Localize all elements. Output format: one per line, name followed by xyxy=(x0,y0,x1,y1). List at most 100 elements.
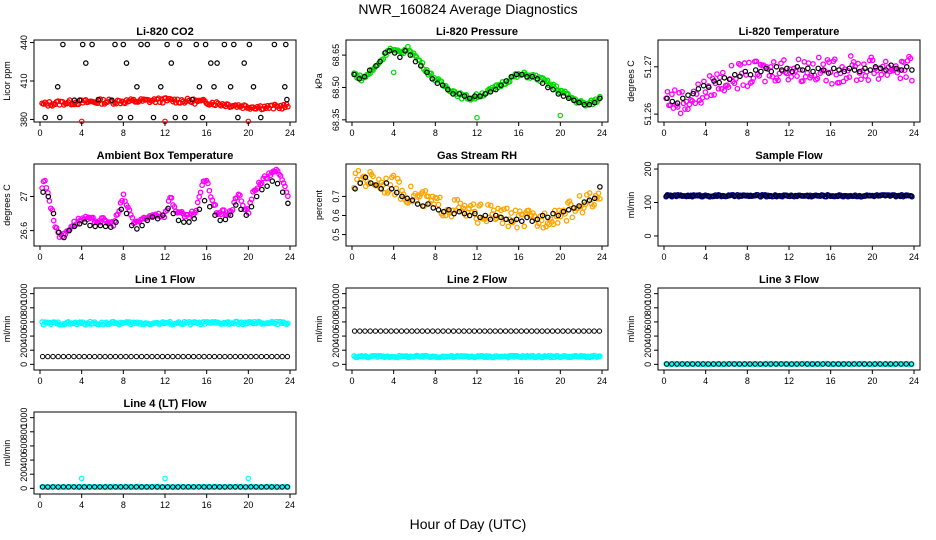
data-point xyxy=(60,353,67,360)
data-point xyxy=(461,328,467,334)
y-axis-label: Licor ppm xyxy=(2,61,12,101)
band-point xyxy=(454,196,461,203)
data-point xyxy=(284,353,291,360)
data-point xyxy=(705,193,711,199)
data-point xyxy=(472,210,478,217)
y-axis-label: degrees C xyxy=(626,60,636,102)
y-tick-label: 1000 xyxy=(19,284,29,304)
band-point xyxy=(521,223,528,230)
data-point xyxy=(591,328,597,334)
data-point xyxy=(391,50,398,56)
data-point xyxy=(747,361,753,367)
data-point xyxy=(700,361,706,367)
x-tick-label: 20 xyxy=(243,252,253,262)
x-tick-label: 16 xyxy=(826,128,836,138)
band-point xyxy=(375,176,382,183)
data-point xyxy=(758,68,764,75)
data-point xyxy=(872,193,878,199)
data-point xyxy=(539,212,546,219)
data-point xyxy=(684,193,691,199)
data-point xyxy=(402,47,408,54)
band-point xyxy=(744,83,751,90)
band-point xyxy=(594,195,600,202)
data-point xyxy=(231,41,237,48)
x-tick-label: 12 xyxy=(472,252,482,262)
data-point xyxy=(83,60,89,66)
data-point xyxy=(445,328,452,334)
x-tick-label: 8 xyxy=(433,376,438,386)
band-point xyxy=(788,74,795,80)
data-point xyxy=(893,193,899,199)
data-point xyxy=(539,328,545,334)
data-point xyxy=(55,229,62,236)
x-tick-label: 8 xyxy=(745,376,750,386)
x-tick-label: 12 xyxy=(472,376,482,386)
data-point xyxy=(206,484,213,490)
data-point xyxy=(752,361,758,367)
plot-frame xyxy=(33,411,297,495)
x-tick-label: 16 xyxy=(514,376,524,386)
band-point xyxy=(508,210,515,216)
band-point xyxy=(506,78,513,85)
band-point xyxy=(753,58,760,65)
x-tick-label: 20 xyxy=(555,128,565,138)
chart-title: Li-820 Temperature xyxy=(739,26,840,38)
data-point xyxy=(804,361,810,367)
data-point xyxy=(134,226,140,232)
data-point xyxy=(596,328,603,334)
data-point xyxy=(856,361,862,367)
data-point xyxy=(227,484,233,490)
data-point xyxy=(162,475,168,482)
data-point xyxy=(144,217,151,224)
data-point xyxy=(883,67,889,73)
y-tick-label: 400 xyxy=(19,329,29,344)
data-point xyxy=(134,84,140,90)
data-point xyxy=(710,193,717,199)
y-axis-label: ml/min xyxy=(314,316,324,343)
data-point xyxy=(164,484,171,490)
band-point xyxy=(168,194,175,201)
x-tick-label: 8 xyxy=(121,252,126,262)
y-tick-label: 380 xyxy=(19,112,29,127)
band-point xyxy=(554,220,561,226)
data-point xyxy=(908,193,915,199)
band-point xyxy=(843,75,850,82)
data-point xyxy=(108,224,114,231)
chart-title: Line 4 (LT) Flow xyxy=(124,398,207,410)
x-tick-label: 20 xyxy=(555,376,565,386)
data-point xyxy=(830,361,836,367)
data-point xyxy=(867,361,873,367)
data-point xyxy=(674,193,680,199)
chart-title: Line 1 Flow xyxy=(135,274,195,286)
x-tick-label: 16 xyxy=(202,252,212,262)
chart-panel: Sample Flow 0 4 8 12 16 20 24 0 100 200 ml/min xyxy=(626,150,921,262)
data-point xyxy=(352,186,358,192)
data-point xyxy=(461,93,468,99)
data-point xyxy=(482,212,489,219)
band-point xyxy=(46,198,53,204)
y-tick-label: 68.50 xyxy=(331,76,341,99)
band-point xyxy=(209,197,216,204)
x-tick-label: 12 xyxy=(784,376,794,386)
data-point xyxy=(700,193,706,199)
data-point xyxy=(222,216,229,223)
data-point xyxy=(778,361,784,367)
data-point xyxy=(86,353,93,360)
data-point xyxy=(663,361,670,367)
data-point xyxy=(877,65,884,72)
data-point xyxy=(820,361,826,367)
band-point xyxy=(878,71,885,78)
data-point xyxy=(737,73,743,80)
band-point xyxy=(576,192,583,199)
band-point xyxy=(258,180,265,187)
data-point xyxy=(60,41,66,48)
data-point xyxy=(196,484,202,490)
band-point xyxy=(597,195,603,202)
data-point xyxy=(830,65,837,72)
data-point xyxy=(690,90,697,97)
data-point xyxy=(721,75,728,81)
y-tick-label: 1000 xyxy=(643,284,653,304)
band-point xyxy=(750,75,757,82)
chart-panel: Li-820 CO2 0 4 8 12 16 20 24 380 410 440 Licor ppm xyxy=(2,26,297,138)
data-point xyxy=(243,484,249,490)
